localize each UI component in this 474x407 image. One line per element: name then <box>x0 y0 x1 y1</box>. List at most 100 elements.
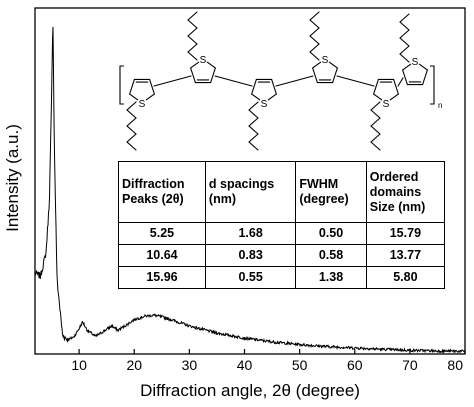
hexyl-chain-bond <box>187 11 198 21</box>
hexyl-chain-bond <box>248 125 259 135</box>
x-tick-label: 80 <box>447 357 463 373</box>
thiophene-bond <box>418 63 428 71</box>
hexyl-chain-bond <box>309 51 320 61</box>
left-bracket <box>119 65 124 105</box>
table-cell: 5.25 <box>118 222 206 245</box>
header-fwhm: FWHM (degree) <box>295 161 367 223</box>
thiophene-bond <box>190 61 200 69</box>
hexyl-chain-bond <box>370 109 381 119</box>
header-d-spacing: d spacings (nm) <box>204 161 297 223</box>
hexyl-chain-bond <box>399 29 410 39</box>
axes: 10 20 30 40 50 60 70 80 <box>34 7 466 373</box>
thiophene-bond <box>389 93 399 101</box>
thiophene-bond <box>251 78 257 95</box>
hexyl-chain-bond <box>126 109 137 119</box>
ring-link-bond <box>336 75 375 87</box>
hexyl-chain-bond <box>126 141 137 151</box>
header-text: domains <box>369 184 422 199</box>
hexyl-chain-bond <box>399 45 410 55</box>
header-text: FWHM <box>299 177 339 191</box>
x-tick-label: 70 <box>402 357 418 373</box>
x-tick-label: 30 <box>182 357 198 373</box>
ring-link-bond <box>214 75 253 87</box>
table-cell: 0.58 <box>295 244 367 267</box>
thiophene-bond <box>332 67 338 84</box>
table-cell: 0.55 <box>204 266 297 289</box>
hexyl-chain-bond <box>187 51 198 61</box>
hexyl-chain-bond <box>370 117 381 127</box>
table-cell: 5.80 <box>365 266 446 289</box>
hexyl-chain-bond <box>370 141 381 151</box>
header-peaks: Diffraction Peaks (2θ) <box>118 161 206 223</box>
hexyl-chain-bond <box>309 27 320 37</box>
thiophene-bond <box>149 78 155 95</box>
polymer-structure: S S S S S Sn <box>119 11 442 151</box>
thiophene-bond <box>129 93 139 101</box>
thiophene-bond <box>210 67 216 84</box>
header-domain-size: Ordered domains Size (nm) <box>365 161 446 223</box>
header-text: Diffraction <box>122 177 185 191</box>
sulfur-atom-label: S <box>412 57 419 68</box>
header-text: (degree) <box>299 192 349 206</box>
thiophene-bond <box>206 61 216 69</box>
hexyl-chain-bond <box>248 133 259 143</box>
x-tick-label: 40 <box>237 357 253 373</box>
x-tick-label: 20 <box>126 357 142 373</box>
thiophene-bond <box>271 78 277 95</box>
table-cell: 10.64 <box>118 244 206 267</box>
hexyl-chain-bond <box>399 21 410 31</box>
ring-link-bond <box>275 75 314 87</box>
hexyl-chain-bond <box>187 19 198 29</box>
x-tick-label: 50 <box>292 357 308 373</box>
hexyl-chain-bond <box>309 19 320 29</box>
header-text: (nm) <box>208 192 236 206</box>
hexyl-chain-bond <box>126 117 137 127</box>
hexyl-chain-bond <box>126 133 137 143</box>
table-cell: 1.38 <box>295 266 367 289</box>
hexyl-chain-bond <box>370 133 381 143</box>
table-row: 15.96 0.55 1.38 5.80 <box>118 266 446 289</box>
hexyl-chain-bond <box>370 101 381 111</box>
data-layer <box>34 26 466 354</box>
thiophene-bond <box>328 61 338 69</box>
table-cell: 0.83 <box>204 244 297 267</box>
header-text: Ordered <box>369 169 419 184</box>
hexyl-chain-bond <box>248 117 259 127</box>
hexyl-chain-bond <box>248 109 259 119</box>
sulfur-atom-label: S <box>200 55 207 66</box>
thiophene-bond <box>393 78 399 95</box>
table-cell: 15.96 <box>118 266 206 289</box>
thiophene-bond <box>145 93 155 101</box>
thiophene-bond <box>402 69 408 86</box>
ring-link-bond <box>397 77 404 87</box>
table-cell: 0.50 <box>295 222 367 245</box>
header-text: d spacings <box>208 177 275 191</box>
thiophene-bond <box>129 78 135 95</box>
table-row: 5.25 1.68 0.50 15.79 <box>118 222 446 245</box>
x-tick-label: 10 <box>71 357 87 373</box>
right-bracket <box>430 65 435 105</box>
y-axis-label: Intensity (a.u.) <box>3 124 22 232</box>
sulfur-atom-label: S <box>261 99 268 110</box>
thiophene-bond <box>373 78 379 95</box>
hexyl-chain-bond <box>248 101 259 111</box>
xrd-series-line <box>34 26 466 354</box>
hexyl-chain-bond <box>187 35 198 45</box>
plot-frame <box>34 7 466 355</box>
sulfur-atom-label: S <box>383 99 390 110</box>
sulfur-atom-label: S <box>322 55 329 66</box>
hexyl-chain-bond <box>309 43 320 53</box>
hexyl-chain-bond <box>187 43 198 53</box>
header-text: Size (nm) <box>369 199 426 214</box>
thiophene-bond <box>251 93 261 101</box>
hexyl-chain-bond <box>399 37 410 47</box>
sulfur-atom-label: S <box>139 99 146 110</box>
table-cell: 1.68 <box>204 222 297 245</box>
hexyl-chain-bond <box>309 11 320 21</box>
repeat-subscript: n <box>438 101 442 110</box>
hexyl-chain-bond <box>126 125 137 135</box>
hexyl-chain-bond <box>399 13 410 23</box>
table-row: 10.64 0.83 0.58 13.77 <box>118 244 446 267</box>
diffraction-table: Diffraction Peaks (2θ) d spacings (nm) F… <box>118 161 446 289</box>
